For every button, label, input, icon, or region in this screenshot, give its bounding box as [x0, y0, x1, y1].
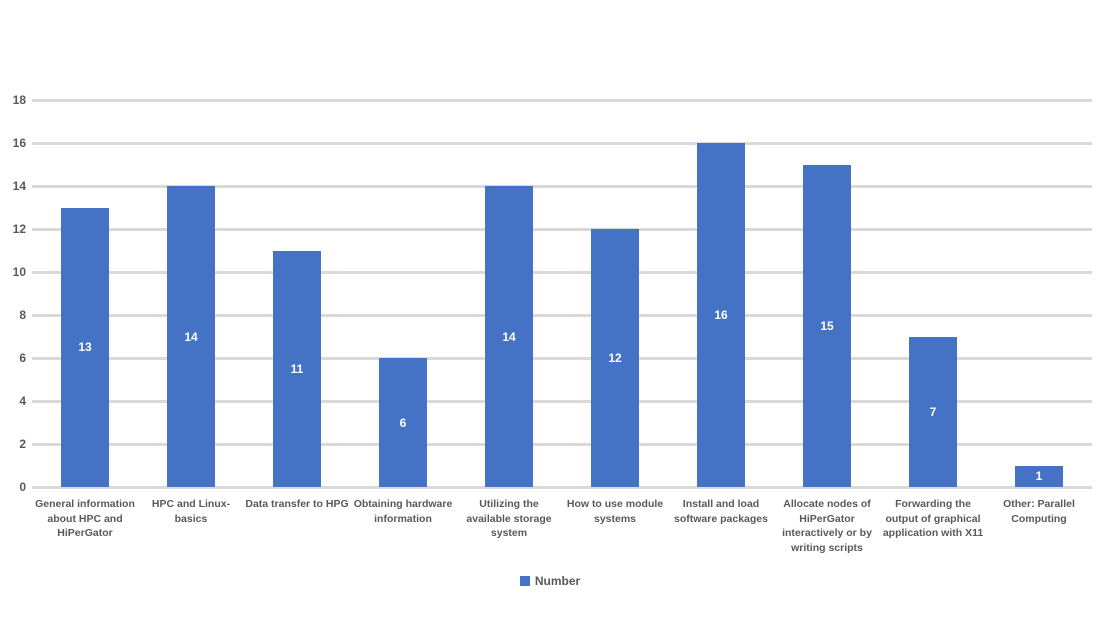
bar: 14: [485, 186, 533, 487]
category-label: Other: Parallel Computing: [1003, 498, 1075, 525]
bar: 13: [61, 207, 109, 487]
y-tick-label: 8: [19, 308, 26, 322]
bar-value-label: 7: [929, 404, 937, 419]
bar-slot: 14: [138, 100, 244, 487]
gridline: [32, 442, 1092, 446]
bar-value-label: 1: [1035, 469, 1043, 484]
bar-value-label: 12: [608, 351, 622, 365]
gridline: [32, 227, 1092, 231]
y-tick-label: 18: [12, 93, 26, 107]
legend-swatch: [519, 576, 530, 586]
bar-slot: 1: [986, 100, 1092, 487]
category-label: Allocate nodes of HiPerGator interactive…: [782, 498, 872, 555]
bar-slot: 16: [668, 100, 774, 487]
gridline: [32, 98, 1092, 102]
y-tick-label: 16: [12, 136, 26, 150]
gridline: [32, 270, 1092, 274]
bar: 12: [591, 229, 639, 487]
category-label: Data transfer to HPG: [245, 498, 349, 510]
y-tick-label: 14: [12, 179, 26, 193]
bar-slot: 12: [562, 100, 668, 487]
bar-slot: 6: [350, 100, 456, 487]
gridline: [32, 313, 1092, 317]
bar: 15: [803, 164, 851, 487]
gridline: [32, 184, 1092, 188]
category-label: Forwarding the output of graphical appli…: [882, 498, 984, 540]
bar-value-label: 15: [820, 318, 834, 333]
category-label: Install and load software packages: [674, 498, 768, 525]
bar-value-label: 14: [184, 329, 198, 344]
y-tick-label: 4: [19, 394, 26, 408]
category-label: How to use module systems: [566, 498, 664, 525]
bar: 1: [1015, 465, 1063, 487]
bar: 14: [167, 186, 215, 487]
legend: Number: [0, 574, 1100, 588]
gridline: [32, 141, 1092, 145]
bar-value-label: 13: [78, 340, 92, 355]
bar-value-label: 16: [714, 308, 728, 322]
legend-label: Number: [534, 574, 581, 588]
bar-value-label: 6: [399, 415, 407, 430]
bar-value-label: 11: [290, 361, 304, 376]
category-label: Obtaining hardware information: [353, 498, 453, 525]
bar-slot: 14: [456, 100, 562, 487]
gridline: [32, 485, 1092, 489]
y-tick-label: 2: [19, 437, 26, 451]
y-tick-label: 12: [12, 222, 26, 236]
bar: 7: [909, 336, 957, 487]
bar: 16: [697, 143, 745, 487]
bar: 6: [379, 358, 427, 487]
category-label: General information about HPC and HiPerG…: [35, 498, 135, 540]
bar-slot: 11: [244, 100, 350, 487]
plot-area: 13 14 11 6 14 12 16 15 7 1: [32, 98, 1092, 489]
category-label: Utilizing the available storage system: [466, 498, 552, 540]
gridline: [32, 356, 1092, 360]
bar: 11: [273, 250, 321, 487]
gridline: [32, 399, 1092, 403]
category-label: HPC and Linux-basics: [151, 498, 231, 525]
y-tick-label: 10: [12, 265, 26, 279]
bar-value-label: 14: [502, 329, 516, 344]
y-tick-label: 6: [19, 351, 26, 365]
bar-slot: 7: [880, 100, 986, 487]
bar-slot: 15: [774, 100, 880, 487]
bar-slot: 13: [32, 100, 138, 487]
y-tick-label: 0: [19, 480, 26, 494]
